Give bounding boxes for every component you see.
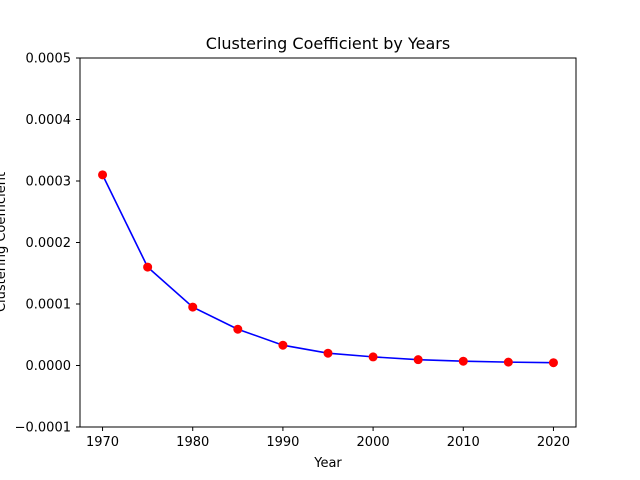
x-tick-label: 2000 <box>357 435 390 450</box>
x-tick-label: 1990 <box>266 435 299 450</box>
plot-series <box>98 170 558 368</box>
plot-frame <box>79 57 577 428</box>
y-tick-label: 0.0004 <box>26 113 72 128</box>
x-tick-label: 1970 <box>86 435 119 450</box>
data-point-marker <box>188 302 198 312</box>
y-axis-ticks: −0.0001 0.0000 0.0001 0.0002 0.0003 0.0004 0.0… <box>15 52 80 436</box>
x-axis-ticks: 1970 1980 1990 2000 2010 2020 <box>86 427 570 450</box>
data-point-marker <box>323 348 333 358</box>
y-tick-label: 0.0003 <box>26 175 72 190</box>
y-tick-label: 0.0002 <box>26 236 72 251</box>
y-tick-label: 0.0001 <box>26 298 72 313</box>
data-point-marker <box>458 356 468 366</box>
data-point-marker <box>503 357 513 367</box>
data-point-marker <box>548 358 558 368</box>
data-point-marker <box>143 262 153 272</box>
x-tick-label: 1980 <box>176 435 209 450</box>
x-tick-label: 2010 <box>447 435 480 450</box>
y-tick-label: −0.0001 <box>15 421 71 436</box>
y-tick-label: 0.0000 <box>26 359 72 374</box>
data-point-marker <box>278 340 288 350</box>
data-point-marker <box>413 355 423 365</box>
data-point-marker <box>98 170 108 180</box>
y-tick-label: 0.0005 <box>26 52 72 67</box>
x-axis-label: Year <box>313 456 342 471</box>
data-point-marker <box>368 352 378 362</box>
chart-title: Clustering Coefficient by Years <box>206 34 450 53</box>
data-point-marker <box>233 324 243 334</box>
x-tick-label: 2020 <box>537 435 570 450</box>
y-axis-label: Clustering Coefficient <box>0 172 9 312</box>
